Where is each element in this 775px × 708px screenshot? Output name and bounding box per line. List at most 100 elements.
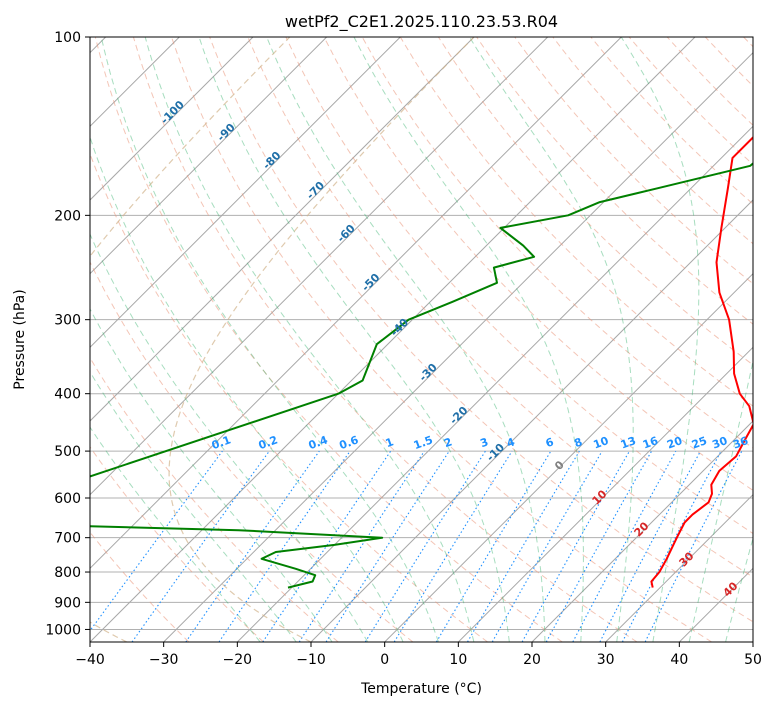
mixing-ratio-label: 20 [665,434,684,452]
mixing-ratio-label: 8 [572,435,584,450]
moist-adiabat [90,370,297,642]
isotherm-line [384,272,753,642]
temperature-profile [650,135,753,588]
isotherm-line [457,346,753,642]
y-tick-label: 400 [54,387,81,403]
moist-adiabat [90,308,333,642]
mixing-ratio-line [521,450,630,642]
isotherm-label: -60 [335,222,358,245]
isotherm-line [90,37,401,349]
mixing-ratio-label: 13 [619,434,638,451]
moist-adiabat [688,358,753,642]
y-tick-label: 1000 [45,622,81,638]
y-tick-label: 100 [54,30,81,46]
x-tick-label: 20 [523,652,541,668]
dry-adiabat [171,37,712,642]
mixing-ratio-label: 36 [731,434,750,452]
dry-adiabat [666,37,753,126]
y-tick-label: 500 [54,444,81,460]
y-axis-label: Pressure (hPa) [12,289,28,389]
mixing-ratio-line [262,450,392,642]
moist-adiabat [90,135,404,642]
isotherm-line [236,125,753,642]
x-tick-label: 30 [597,652,615,668]
mixing-ratio-label: 25 [690,434,709,451]
warm-isotherm-label: 30 [677,549,697,569]
x-tick-label: −40 [75,652,105,668]
moist-adiabat [353,37,584,642]
moist-adiabat [620,37,700,642]
warm-isotherm-label: 20 [632,519,652,539]
dry-adiabat [437,37,753,366]
y-tick-label: 800 [54,565,81,581]
x-tick-label: 40 [670,652,688,668]
isotherm-label: -90 [215,121,238,144]
dry-adiabat [285,37,753,535]
y-tick-label: 700 [54,531,81,547]
mixing-ratio-label: 2 [442,435,454,450]
zero-isotherm-label: 0 [552,458,567,473]
warm-isotherm-label: 10 [590,487,610,507]
dry-adiabat [90,260,414,642]
dry-adiabat [514,37,753,285]
mixing-ratio-line [435,450,552,642]
dry-adiabat [590,37,753,205]
isotherm-line [163,51,753,642]
x-tick-label: 10 [449,652,467,668]
mixing-ratio-line [545,450,653,642]
mixing-ratio-label: 0.6 [338,433,361,452]
x-tick-label: −30 [149,652,179,668]
dry-adiabat [94,37,563,642]
isotherm-line [752,641,753,642]
moist-adiabat [725,536,753,642]
x-tick-label: −20 [223,652,253,668]
dry-adiabat [90,446,264,642]
chart-title: wetPf2_C2E1.2025.110.23.53.R04 [285,12,558,32]
isotherm-line [605,493,753,642]
dry-adiabat [704,37,753,87]
dry-adiabat [743,37,753,48]
dry-adiabat [132,37,638,642]
x-tick-label: 0 [380,652,389,668]
y-tick-label: 200 [54,208,81,224]
mixing-ratio-line [218,450,351,642]
moist-adiabat [198,37,510,642]
y-tick-label: 600 [54,491,81,507]
moist-adiabat [469,37,634,642]
dry-adiabat [90,531,190,642]
y-tick-label: 900 [54,595,81,611]
axis-ticks: −40 −30 −20 −10 0 10 20 30 40 5010020030040050060… [45,30,762,668]
reference-arc [90,37,291,642]
isotherm-line [90,37,549,496]
moist-adiabat [144,37,475,642]
isotherm-line [678,567,753,642]
isotherm-label: -100 [158,98,187,127]
dry-adiabat [476,37,753,325]
moist-adiabat [90,426,261,642]
isotherm-line [90,37,622,570]
mixing-ratio-line [364,450,486,642]
mixing-ratio-line [298,450,425,642]
mixing-ratio-line [185,450,320,642]
moist-adiabat [266,37,546,642]
mixing-ratio-line [644,450,743,642]
plot-frame [89,36,754,643]
mixing-ratio-label: 1 [384,435,396,450]
moist-adiabat [100,37,439,642]
mixing-ratio-label: 30 [710,434,729,452]
isotherm-label: -70 [304,179,327,202]
isotherm-line [310,199,753,642]
x-tick-label: −10 [296,652,326,668]
mixing-ratio-label: 3 [478,435,490,450]
isotherm-line [90,37,475,422]
mixing-ratio-label: 0.1 [210,433,233,452]
isotherm-line [90,37,254,201]
isotherm-line [531,420,753,642]
dewpoint-profile [90,162,753,589]
mixing-ratio-line [572,450,677,642]
mixing-ratio-line [599,450,701,642]
x-tick-label: 50 [744,652,762,668]
dry-adiabat [323,37,753,491]
dry-adiabat [90,356,339,642]
